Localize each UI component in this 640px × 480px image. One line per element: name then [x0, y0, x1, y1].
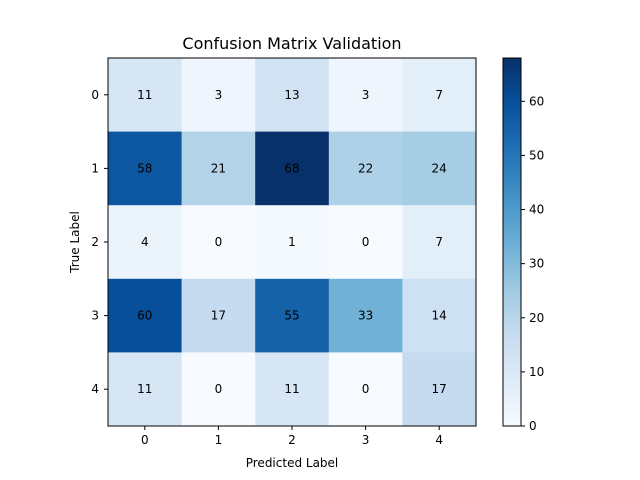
heatmap-cell [108, 58, 183, 133]
heatmap-cell [255, 205, 330, 280]
colorbar-tick-label: 10 [529, 365, 544, 379]
x-tick-label: 0 [141, 433, 149, 447]
colorbar-tick-label: 40 [529, 203, 544, 217]
cell-value-label: 0 [215, 382, 223, 396]
heatmap-cell [255, 131, 330, 206]
y-tick-label: 3 [91, 309, 99, 323]
heatmap-cell [181, 352, 256, 427]
cell-value-label: 11 [284, 382, 299, 396]
heatmap-cell [255, 352, 330, 427]
heatmap-cell [328, 205, 403, 280]
x-tick-label: 4 [435, 433, 443, 447]
cell-value-label: 24 [432, 161, 447, 175]
y-tick-label: 1 [91, 161, 99, 175]
cell-value-label: 68 [284, 161, 299, 175]
heatmap-cell [328, 131, 403, 206]
cell-value-label: 7 [435, 235, 443, 249]
heatmap-cell [402, 205, 477, 280]
colorbar [502, 57, 522, 427]
cell-value-label: 33 [358, 309, 373, 323]
cell-value-label: 1 [288, 235, 296, 249]
heatmap-cell [181, 131, 256, 206]
cell-value-label: 3 [215, 88, 223, 102]
colorbar-tick-label: 50 [529, 148, 544, 162]
cell-value-label: 0 [362, 382, 370, 396]
y-tick-label: 2 [91, 235, 99, 249]
heatmap-cell [402, 131, 477, 206]
cell-value-label: 11 [137, 88, 152, 102]
colorbar-tick-label: 60 [529, 94, 544, 108]
y-axis-label: True Label [68, 211, 82, 274]
cell-value-label: 60 [137, 309, 152, 323]
heatmap-cell [255, 278, 330, 353]
cell-value-label: 55 [284, 309, 299, 323]
cell-value-label: 22 [358, 161, 373, 175]
heatmap-cell [402, 278, 477, 353]
heatmap-cell [328, 278, 403, 353]
cell-value-label: 0 [362, 235, 370, 249]
cell-value-label: 13 [284, 88, 299, 102]
heatmap-cell [108, 278, 183, 353]
colorbar-ticks: 0 10 20 30 40 50 60 [521, 94, 544, 433]
cell-value-label: 21 [211, 161, 226, 175]
x-tick-label: 3 [362, 433, 370, 447]
heatmap-cell [402, 352, 477, 427]
colorbar-tick-label: 30 [529, 257, 544, 271]
cell-value-label: 14 [432, 309, 447, 323]
heatmap-cell [108, 131, 183, 206]
heatmap-cells [108, 58, 477, 427]
cell-value-label: 17 [432, 382, 447, 396]
heatmap-cell [328, 352, 403, 427]
y-tick-label: 0 [91, 88, 99, 102]
cell-value-label: 7 [435, 88, 443, 102]
heatmap-cell [402, 58, 477, 133]
y-tick-label: 4 [91, 382, 99, 396]
cell-value-label: 4 [141, 235, 149, 249]
colorbar-tick-label: 20 [529, 311, 544, 325]
heatmap-cell [181, 278, 256, 353]
heatmap-cell [108, 205, 183, 280]
x-axis-label: Predicted Label [246, 456, 339, 470]
x-tick-label: 2 [288, 433, 296, 447]
chart-title: Confusion Matrix Validation [182, 34, 401, 53]
cell-value-label: 11 [137, 382, 152, 396]
y-axis-ticks: 0 1 2 3 4 [91, 88, 108, 396]
cell-value-label: 58 [137, 161, 152, 175]
heatmap-cell [328, 58, 403, 133]
x-axis-ticks: 0 1 2 3 4 [141, 426, 443, 447]
heatmap-cell [255, 58, 330, 133]
cell-value-label: 0 [215, 235, 223, 249]
heatmap-cell [108, 352, 183, 427]
heatmap-cell-labels: 11 3 13 3 7 58 21 68 22 24 4 0 1 0 7 60 17 55 33 14 11 0 11 0 17 [137, 88, 447, 396]
heatmap-cell [181, 58, 256, 133]
heatmap-cell [181, 205, 256, 280]
cell-value-label: 17 [211, 309, 226, 323]
x-tick-label: 1 [215, 433, 223, 447]
cell-value-label: 3 [362, 88, 370, 102]
colorbar-tick-label: 0 [529, 419, 537, 433]
